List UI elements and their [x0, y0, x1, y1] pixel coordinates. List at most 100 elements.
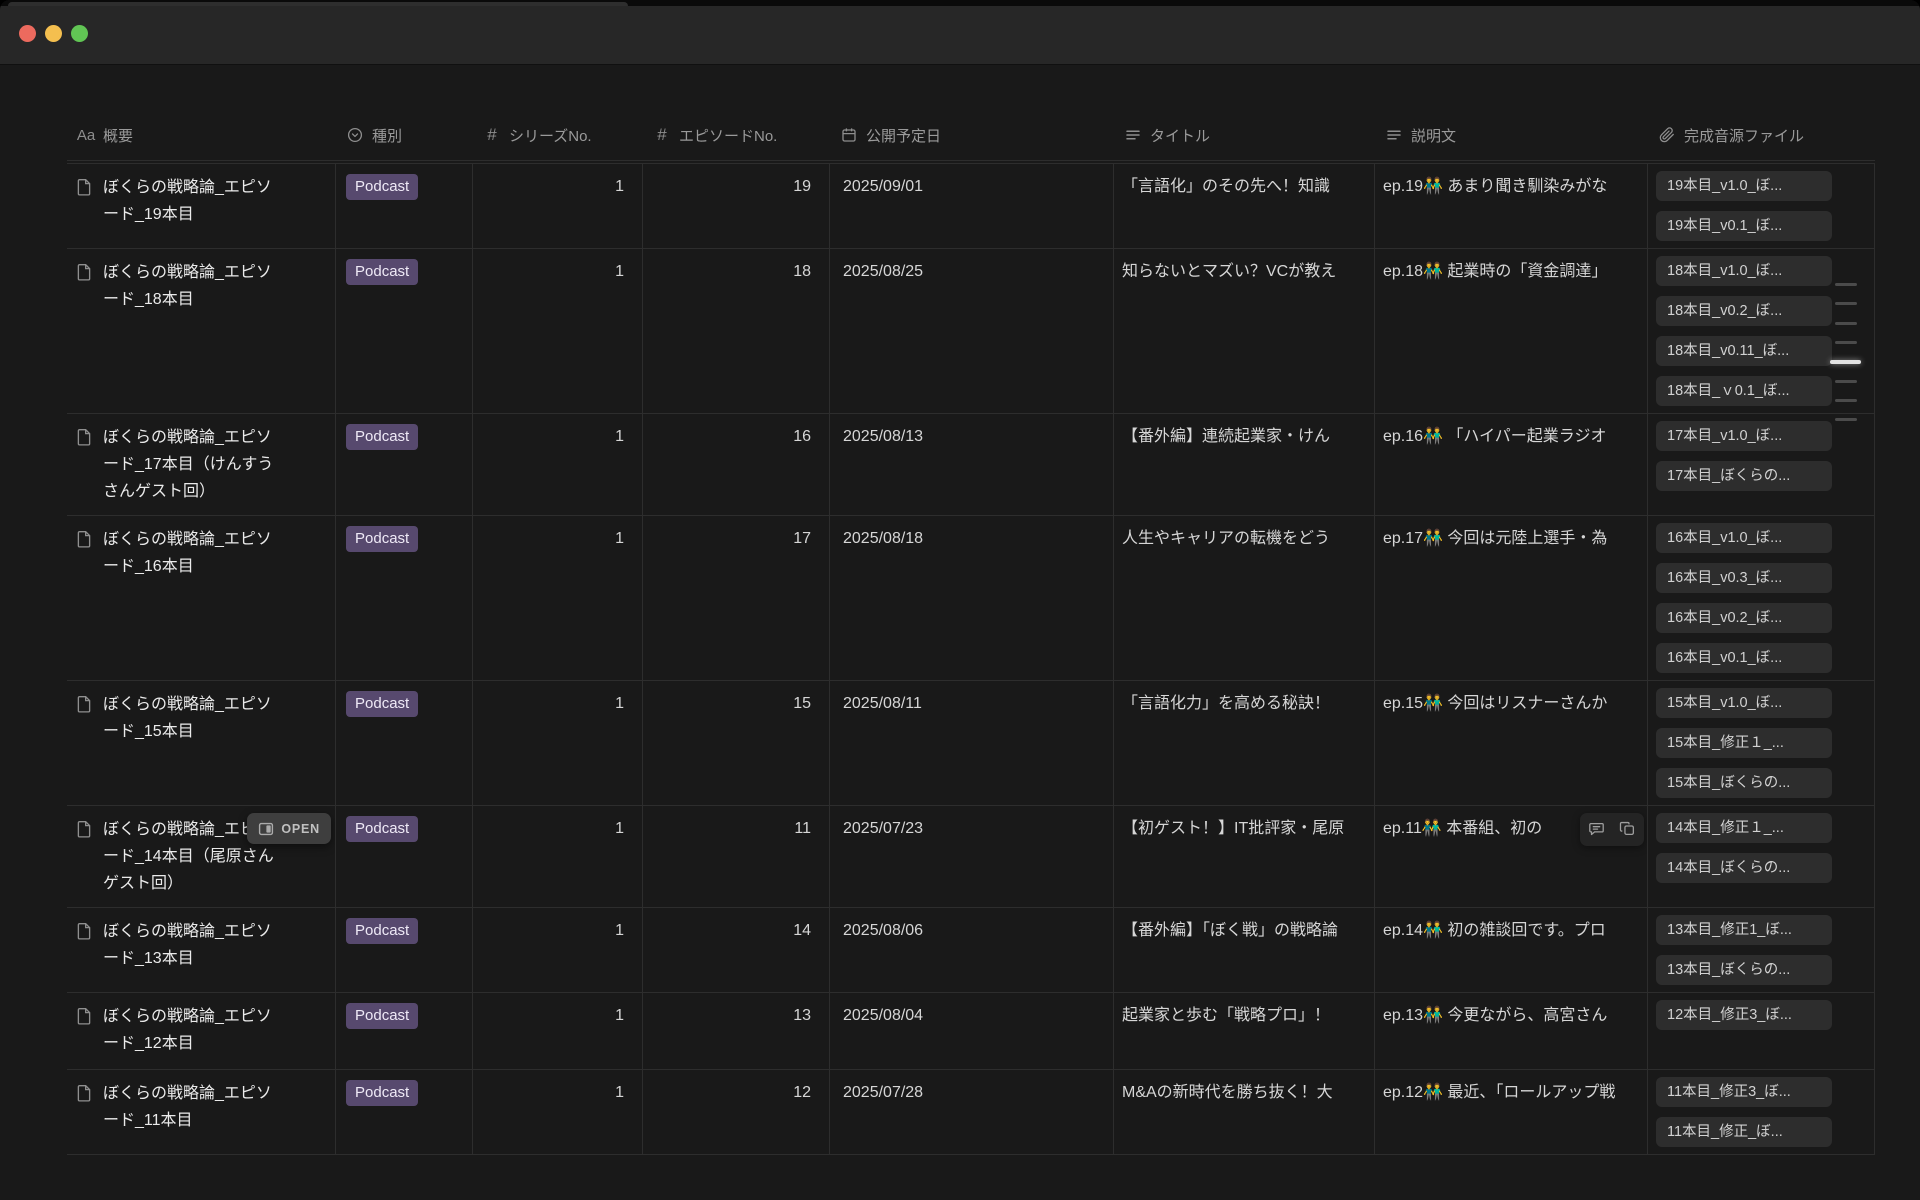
cell-overview[interactable]: ぼくらの戦略論_エピソード_15本目: [67, 681, 336, 805]
cell-episode-no[interactable]: 18: [643, 249, 830, 413]
cell-title[interactable]: 「言語化」のその先へ！知識: [1114, 164, 1375, 248]
cell-type[interactable]: Podcast: [336, 414, 473, 515]
cell-type[interactable]: Podcast: [336, 681, 473, 805]
cell-audio-files[interactable]: 12本目_修正3_ぼ...: [1648, 993, 1875, 1069]
cell-publish-date[interactable]: 2025/08/13: [830, 414, 1114, 515]
audio-file-chip[interactable]: 13本目_修正1_ぼ...: [1656, 915, 1832, 945]
cell-publish-date[interactable]: 2025/07/23: [830, 806, 1114, 907]
column-header-files[interactable]: 完成音源ファイル: [1648, 110, 1875, 160]
cell-description[interactable]: ep.11👬 本番組、初の: [1375, 806, 1648, 907]
cell-publish-date[interactable]: 2025/08/04: [830, 993, 1114, 1069]
audio-file-chip[interactable]: 18本目_ｖ0.1_ぼ...: [1656, 376, 1832, 406]
cell-description[interactable]: ep.18👬 起業時の「資金調達」: [1375, 249, 1648, 413]
cell-title[interactable]: 起業家と歩む「戦略プロ」！: [1114, 993, 1375, 1069]
cell-type[interactable]: Podcast: [336, 516, 473, 680]
cell-type[interactable]: Podcast: [336, 249, 473, 413]
audio-file-chip[interactable]: 14本目_ぼくらの...: [1656, 853, 1832, 883]
audio-file-chip[interactable]: 16本目_v0.2_ぼ...: [1656, 603, 1832, 633]
column-header-type[interactable]: 種別: [336, 110, 473, 160]
cell-series-no[interactable]: 1: [473, 908, 643, 992]
cell-type[interactable]: Podcast: [336, 908, 473, 992]
cell-overview[interactable]: ぼくらの戦略論_エピソード_12本目: [67, 993, 336, 1069]
column-header-episode[interactable]: # エピソードNo.: [643, 110, 830, 160]
cell-title[interactable]: 人生やキャリアの転機をどう: [1114, 516, 1375, 680]
cell-publish-date[interactable]: 2025/08/18: [830, 516, 1114, 680]
audio-file-chip[interactable]: 11本目_修正_ぼ...: [1656, 1117, 1832, 1147]
column-header-desc[interactable]: 説明文: [1375, 110, 1648, 160]
cell-publish-date[interactable]: 2025/07/28: [830, 1070, 1114, 1154]
cell-audio-files[interactable]: 18本目_v1.0_ぼ... 18本目_v0.2_ぼ... 18本目_v0.11_ぼ…: [1648, 249, 1875, 413]
cell-title[interactable]: 【番外編】連続起業家・けん: [1114, 414, 1375, 515]
cell-series-no[interactable]: 1: [473, 516, 643, 680]
audio-file-chip[interactable]: 17本目_v1.0_ぼ...: [1656, 421, 1832, 451]
cell-title[interactable]: M&Aの新時代を勝ち抜く！大: [1114, 1070, 1375, 1154]
cell-overview[interactable]: ぼくらの戦略論_エピソード_16本目: [67, 516, 336, 680]
audio-file-chip[interactable]: 14本目_修正１_...: [1656, 813, 1832, 843]
audio-file-chip[interactable]: 18本目_v0.11_ぼ...: [1656, 336, 1832, 366]
cell-episode-no[interactable]: 11: [643, 806, 830, 907]
minimize-button[interactable]: [45, 25, 62, 42]
audio-file-chip[interactable]: 16本目_v0.1_ぼ...: [1656, 643, 1832, 673]
cell-episode-no[interactable]: 15: [643, 681, 830, 805]
cell-series-no[interactable]: 1: [473, 806, 643, 907]
cell-publish-date[interactable]: 2025/08/06: [830, 908, 1114, 992]
column-header-date[interactable]: 公開予定日: [830, 110, 1114, 160]
audio-file-chip[interactable]: 18本目_v1.0_ぼ...: [1656, 256, 1832, 286]
column-header-overview[interactable]: Aa 概要: [67, 110, 336, 160]
cell-episode-no[interactable]: 17: [643, 516, 830, 680]
cell-type[interactable]: Podcast: [336, 806, 473, 907]
cell-title[interactable]: 【番外編】「ぼく戦」の戦略論: [1114, 908, 1375, 992]
zoom-button[interactable]: [71, 25, 88, 42]
audio-file-chip[interactable]: 16本目_v1.0_ぼ...: [1656, 523, 1832, 553]
cell-overview[interactable]: ぼくらの戦略論_エピソード_19本目: [67, 164, 336, 248]
audio-file-chip[interactable]: 17本目_ぼくらの...: [1656, 461, 1832, 491]
comment-icon-button[interactable]: [1583, 816, 1610, 843]
cell-series-no[interactable]: 1: [473, 249, 643, 413]
cell-series-no[interactable]: 1: [473, 414, 643, 515]
cell-series-no[interactable]: 1: [473, 164, 643, 248]
cell-episode-no[interactable]: 19: [643, 164, 830, 248]
cell-audio-files[interactable]: 17本目_v1.0_ぼ... 17本目_ぼくらの...: [1648, 414, 1875, 515]
cell-description[interactable]: ep.12👬 最近、「ロールアップ戦: [1375, 1070, 1648, 1154]
cell-overview[interactable]: ぼくらの戦略論_エピソード_17本目（けんすうさんゲスト回）: [67, 414, 336, 515]
cell-type[interactable]: Podcast: [336, 1070, 473, 1154]
audio-file-chip[interactable]: 12本目_修正3_ぼ...: [1656, 1000, 1832, 1030]
cell-audio-files[interactable]: 16本目_v1.0_ぼ... 16本目_v0.3_ぼ... 16本目_v0.2_ぼ.…: [1648, 516, 1875, 680]
cell-title[interactable]: 【初ゲスト！】IT批評家・尾原: [1114, 806, 1375, 907]
close-button[interactable]: [19, 25, 36, 42]
cell-description[interactable]: ep.16👬 「ハイパー起業ラジオ: [1375, 414, 1648, 515]
audio-file-chip[interactable]: 15本目_v1.0_ぼ...: [1656, 688, 1832, 718]
column-header-series[interactable]: # シリーズNo.: [473, 110, 643, 160]
cell-overview[interactable]: ぼくらの戦略論_エピソード_18本目: [67, 249, 336, 413]
cell-audio-files[interactable]: 15本目_v1.0_ぼ... 15本目_修正１_... 15本目_ぼくらの...: [1648, 681, 1875, 805]
cell-series-no[interactable]: 1: [473, 1070, 643, 1154]
audio-file-chip[interactable]: 16本目_v0.3_ぼ...: [1656, 563, 1832, 593]
open-button[interactable]: OPEN: [247, 813, 331, 844]
cell-description[interactable]: ep.14👬 初の雑談回です。プロ: [1375, 908, 1648, 992]
cell-type[interactable]: Podcast: [336, 164, 473, 248]
cell-episode-no[interactable]: 14: [643, 908, 830, 992]
cell-episode-no[interactable]: 13: [643, 993, 830, 1069]
audio-file-chip[interactable]: 15本目_修正１_...: [1656, 728, 1832, 758]
cell-description[interactable]: ep.17👬 今回は元陸上選手・為: [1375, 516, 1648, 680]
duplicate-icon-button[interactable]: [1614, 816, 1641, 843]
audio-file-chip[interactable]: 18本目_v0.2_ぼ...: [1656, 296, 1832, 326]
cell-description[interactable]: ep.13👬 今更ながら、高宮さん: [1375, 993, 1648, 1069]
cell-audio-files[interactable]: 11本目_修正3_ぼ... 11本目_修正_ぼ...: [1648, 1070, 1875, 1154]
audio-file-chip[interactable]: 15本目_ぼくらの...: [1656, 768, 1832, 798]
cell-overview[interactable]: ぼくらの戦略論_エピソード_14本目（尾原さんゲスト回） OPEN: [67, 806, 336, 907]
audio-file-chip[interactable]: 19本目_v0.1_ぼ...: [1656, 211, 1832, 241]
cell-overview[interactable]: ぼくらの戦略論_エピソード_11本目: [67, 1070, 336, 1154]
cell-series-no[interactable]: 1: [473, 993, 643, 1069]
cell-audio-files[interactable]: 14本目_修正１_... 14本目_ぼくらの...: [1648, 806, 1875, 907]
cell-type[interactable]: Podcast: [336, 993, 473, 1069]
cell-description[interactable]: ep.15👬 今回はリスナーさんか: [1375, 681, 1648, 805]
column-header-title[interactable]: タイトル: [1114, 110, 1375, 160]
audio-file-chip[interactable]: 19本目_v1.0_ぼ...: [1656, 171, 1832, 201]
audio-file-chip[interactable]: 11本目_修正3_ぼ...: [1656, 1077, 1832, 1107]
cell-title[interactable]: 「言語化力」を高める秘訣！: [1114, 681, 1375, 805]
cell-description[interactable]: ep.19👬 あまり聞き馴染みがな: [1375, 164, 1648, 248]
cell-audio-files[interactable]: 13本目_修正1_ぼ... 13本目_ぼくらの...: [1648, 908, 1875, 992]
cell-episode-no[interactable]: 12: [643, 1070, 830, 1154]
cell-episode-no[interactable]: 16: [643, 414, 830, 515]
